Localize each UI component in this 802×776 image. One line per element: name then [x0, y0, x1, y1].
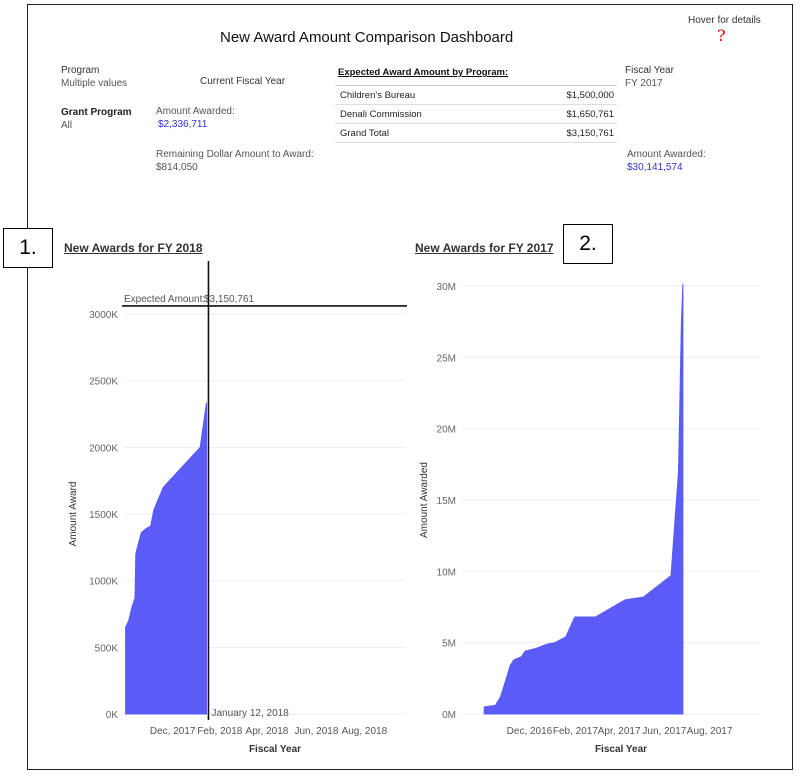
y-axis-label: Amount Award [68, 482, 79, 547]
y-tick-label: 15M [437, 496, 456, 507]
help-icon[interactable]: ? [717, 26, 726, 45]
y-tick-label: 0M [442, 710, 456, 721]
chart-1-title[interactable]: New Awards for FY 2018 [64, 241, 203, 255]
remaining-amount-value: $814,050 [156, 162, 198, 173]
grant-program-filter-value[interactable]: All [61, 120, 73, 131]
y-tick-label: 1500K [89, 510, 118, 521]
y-tick-label: 2500K [89, 377, 118, 388]
fiscal-year-filter-value[interactable]: FY 2017 [625, 78, 663, 89]
table-row[interactable]: Children's Bureau $1,500,000 [335, 86, 617, 105]
x-tick-label: Dec, 2016 [507, 726, 553, 737]
annotation-badge-2: 2. [563, 224, 613, 264]
dashboard-frame [27, 4, 793, 770]
y-tick-label: 25M [437, 353, 456, 364]
expected-award-table: Children's Bureau $1,500,000 Denali Comm… [335, 85, 617, 143]
chart-fy2017[interactable]: 0M 5M 10M 15M 20M 25M 30M Dec, 2016 Feb, 2017 Apr… [410, 258, 770, 763]
y-tick-label: 2000K [89, 443, 118, 454]
expected-award-table-title: Expected Award Amount by Program: [338, 67, 509, 78]
x-axis-label: Fiscal Year [249, 744, 301, 755]
table-cell-amount: $3,150,761 [566, 128, 614, 139]
current-amount-awarded-label: Amount Awarded: [156, 106, 235, 117]
annotation-badge-1: 1. [3, 228, 53, 268]
chart-2-title[interactable]: New Awards for FY 2017 [415, 241, 554, 255]
grant-program-filter-label: Grant Program [61, 107, 132, 118]
area-series [483, 283, 684, 715]
x-tick-label: Jun, 2018 [294, 726, 338, 737]
y-tick-label: 10M [437, 567, 456, 578]
expected-amount-value: $3,150,761 [204, 294, 254, 305]
y-tick-label: 1000K [89, 577, 118, 588]
x-tick-label: Apr, 2018 [246, 726, 289, 737]
y-tick-label: 500K [95, 643, 119, 654]
y-tick-label: 5M [442, 639, 456, 650]
current-fiscal-year-heading: Current Fiscal Year [200, 76, 286, 87]
fiscal-year-filter-label: Fiscal Year [625, 65, 674, 76]
prior-amount-awarded-value: $30,141,574 [627, 162, 683, 173]
hover-for-details-label[interactable]: Hover for details [688, 15, 761, 26]
remaining-amount-label: Remaining Dollar Amount to Award: [156, 149, 314, 160]
chart-fy2018[interactable]: 0K 500K 1000K 1500K 2000K 2500K 3000K Dec, 2017… [60, 258, 410, 763]
x-tick-label: Aug, 2018 [342, 726, 388, 737]
x-tick-label: Apr, 2017 [598, 726, 641, 737]
y-tick-label: 3000K [89, 310, 118, 321]
x-tick-label: Feb, 2017 [553, 726, 598, 737]
x-tick-label: Aug, 2017 [687, 726, 733, 737]
area-series [125, 402, 207, 715]
y-tick-label: 30M [437, 282, 456, 293]
y-tick-label: 0K [106, 710, 119, 721]
y-tick-label: 20M [437, 425, 456, 436]
table-cell-program: Children's Bureau [340, 90, 416, 101]
table-cell-program: Denali Commission [340, 109, 422, 120]
program-filter-label: Program [61, 65, 100, 76]
y-axis-label: Amount Awarded [419, 462, 430, 538]
program-filter-value[interactable]: Multiple values [61, 78, 128, 89]
table-row[interactable]: Denali Commission $1,650,761 [335, 105, 617, 124]
table-cell-amount: $1,650,761 [566, 109, 614, 120]
x-tick-label: Dec, 2017 [150, 726, 196, 737]
table-row-grand-total[interactable]: Grand Total $3,150,761 [335, 124, 617, 143]
expected-amount-label: Expected Amount: [124, 294, 205, 305]
x-tick-label: Jun, 2017 [642, 726, 686, 737]
prior-amount-awarded-label: Amount Awarded: [627, 149, 706, 160]
dashboard-title: New Award Amount Comparison Dashboard [220, 29, 514, 46]
table-cell-amount: $1,500,000 [566, 90, 614, 101]
x-axis-label: Fiscal Year [595, 744, 647, 755]
current-amount-awarded-value: $2,336,711 [158, 119, 208, 130]
current-date-marker-label: January 12, 2018 [211, 708, 289, 719]
table-cell-program: Grand Total [340, 128, 389, 139]
x-tick-label: Feb, 2018 [197, 726, 242, 737]
